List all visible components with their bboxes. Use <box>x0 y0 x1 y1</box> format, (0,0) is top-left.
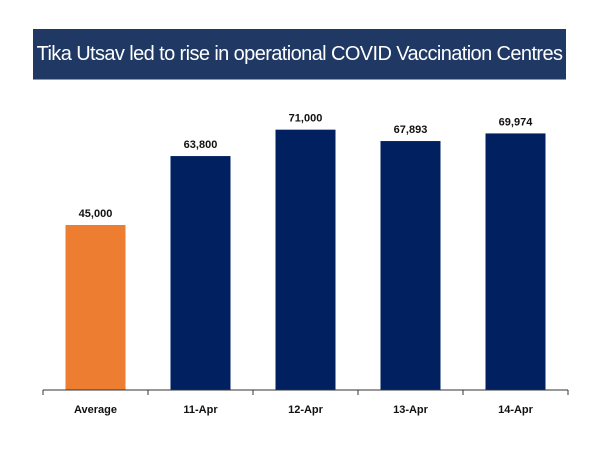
x-tick-label: 12-Apr <box>288 404 324 416</box>
bar-12-apr <box>275 129 336 390</box>
x-tick-label: 13-Apr <box>393 404 429 416</box>
data-label: 67,893 <box>394 124 428 136</box>
data-label: 71,000 <box>289 113 323 125</box>
bar-13-apr <box>380 141 441 390</box>
data-label: 63,800 <box>184 139 218 151</box>
bar-average <box>65 225 126 390</box>
chart-title-banner: Tika Utsav led to rise in operational CO… <box>33 29 566 80</box>
data-label: 69,974 <box>499 116 534 128</box>
bar-14-apr <box>485 133 546 391</box>
data-label: 45,000 <box>79 208 113 220</box>
chart-title: Tika Utsav led to rise in operational CO… <box>36 42 563 65</box>
x-tick-label: 14-Apr <box>498 404 534 416</box>
bar-11-apr <box>170 156 231 390</box>
x-tick-label: 11-Apr <box>183 404 218 416</box>
x-tick-label: Average <box>74 404 117 416</box>
